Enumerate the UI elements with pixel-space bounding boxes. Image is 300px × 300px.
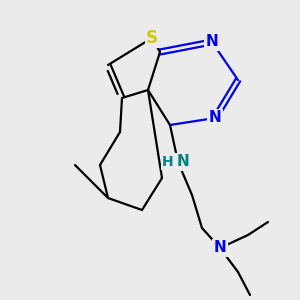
Text: N: N xyxy=(177,154,189,169)
Text: S: S xyxy=(146,29,158,47)
Text: H: H xyxy=(162,155,174,169)
Text: N: N xyxy=(214,241,226,256)
Text: N: N xyxy=(208,110,221,125)
Text: N: N xyxy=(206,34,218,50)
